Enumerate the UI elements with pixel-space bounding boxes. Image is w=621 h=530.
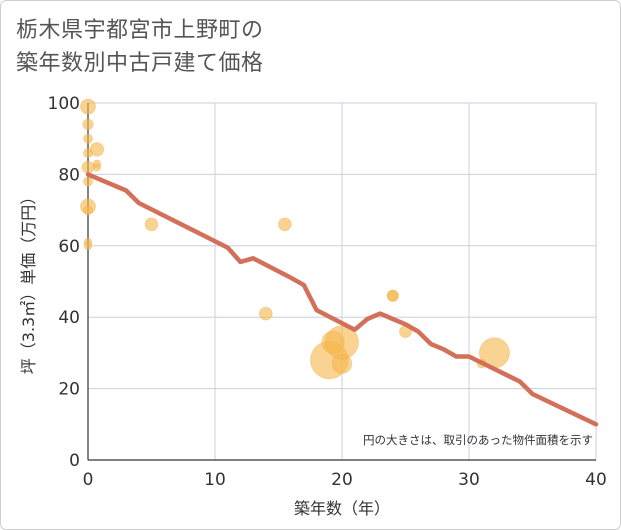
page-title: 栃木県宇都宮市上野町の 築年数別中古戸建て価格 [16,14,264,80]
y-tick-label: 60 [58,237,80,257]
data-point [83,176,93,187]
chart-note: 円の大きさは、取引のあった物件面積を示す [363,433,593,447]
x-tick-label: 30 [458,470,480,490]
y-tick-label: 100 [48,94,80,114]
y-tick-label: 80 [58,165,80,185]
data-point [277,217,292,232]
trend-line [85,172,599,427]
title-line-2: 築年数別中古戸建て価格 [16,51,264,76]
x-axis-label: 築年数（年） [294,499,390,518]
y-tick-label: 40 [58,308,80,328]
data-point [80,98,96,115]
data-point [387,290,399,302]
title-line-1: 栃木県宇都宮市上野町の [16,18,264,43]
data-point [89,142,105,157]
x-tick-label: 20 [331,470,353,490]
y-tick-label: 20 [58,380,80,400]
y-axis-label: 坪（3.3㎡）単価（万円） [19,189,38,374]
data-point [83,133,93,144]
x-tick-label: 40 [585,470,607,490]
x-tick-label: 10 [204,470,226,490]
y-tick-label: 0 [69,451,80,471]
data-point [258,306,273,321]
data-point [81,160,95,174]
data-point [92,159,102,168]
x-tick-label: 0 [83,470,94,490]
data-point [83,205,93,216]
data-point [83,241,93,251]
data-point [144,217,159,232]
data-point [82,118,94,131]
